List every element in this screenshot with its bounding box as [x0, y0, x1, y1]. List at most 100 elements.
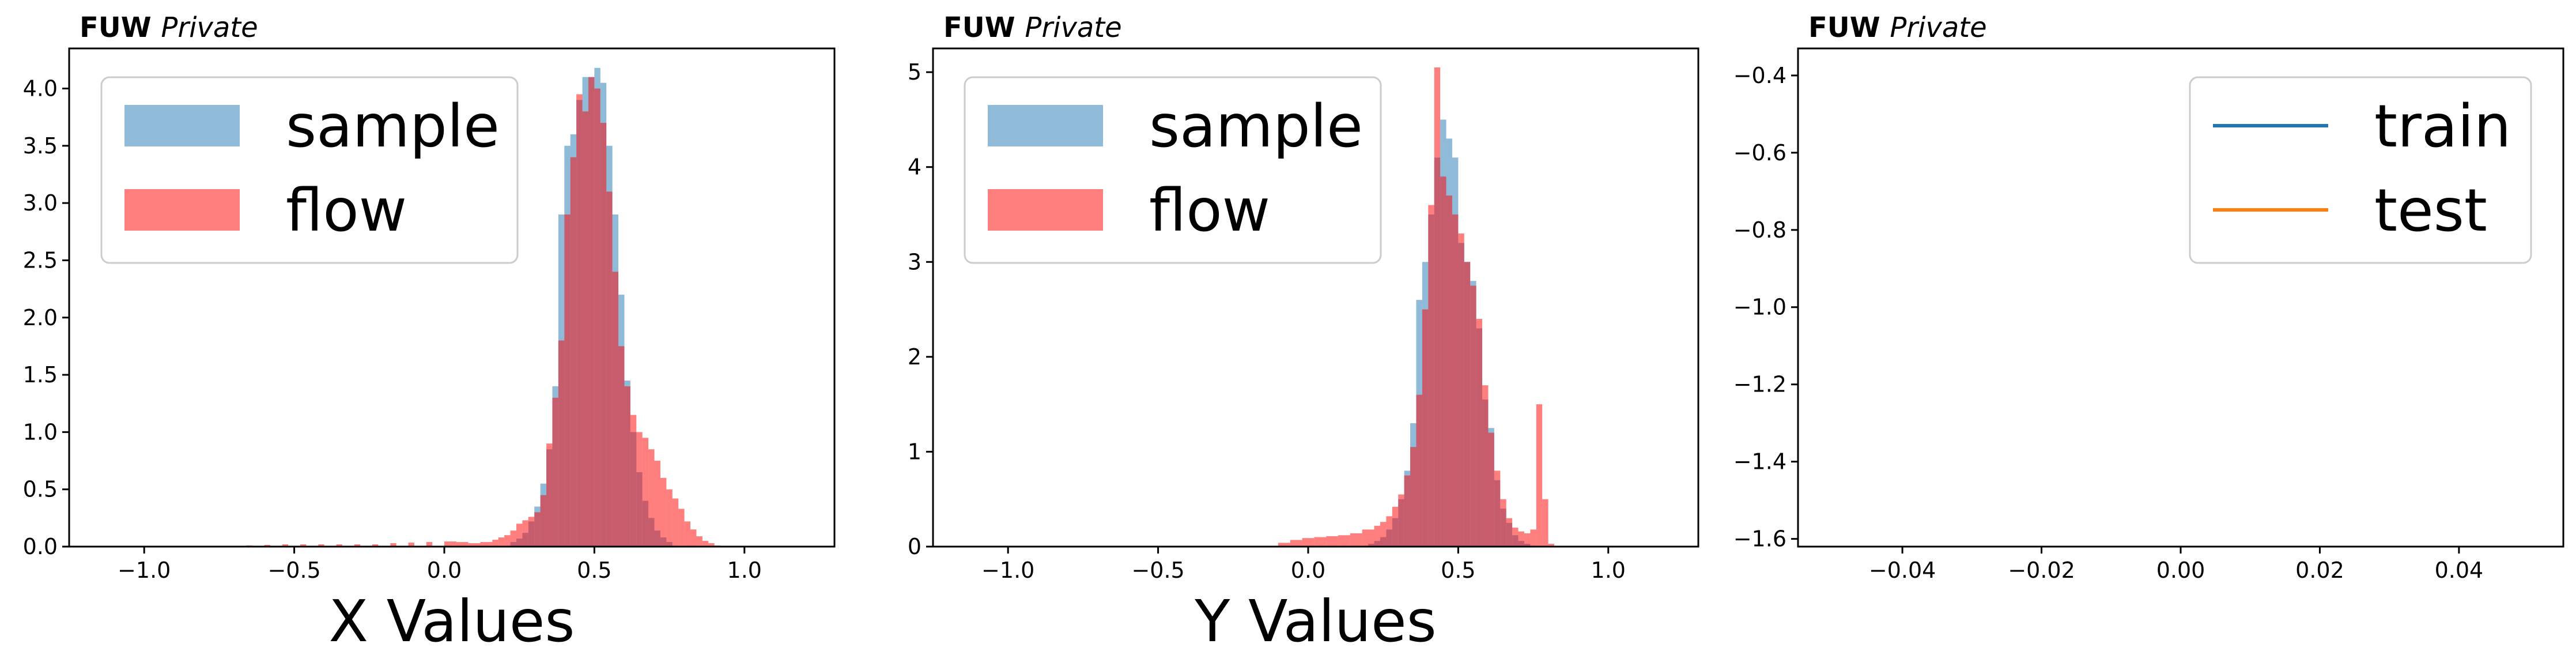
y-tick-label: 4	[908, 155, 921, 180]
histogram-bar	[684, 521, 691, 547]
histogram-bar	[1416, 394, 1422, 547]
histogram-bar	[1518, 531, 1524, 547]
histogram-bar	[1278, 543, 1290, 547]
x-tick-label: 0.5	[1441, 558, 1475, 583]
y-tick-label: 3.0	[23, 190, 58, 216]
histogram-bar	[1464, 262, 1471, 547]
histogram-bar	[696, 536, 702, 547]
legend: train test	[2189, 76, 2532, 264]
x-tick-label: −0.5	[267, 558, 320, 583]
histogram-bar	[1446, 195, 1452, 547]
histogram-bar	[336, 544, 342, 547]
y-tick-label: 1	[908, 439, 921, 464]
series-flow	[1278, 67, 1555, 547]
y-tick-label: 3	[908, 249, 921, 274]
panel-tag-bold: FUW	[943, 12, 1025, 44]
histogram-bar	[1338, 535, 1350, 547]
x-axis-label: X Values	[328, 588, 575, 655]
histogram-bar	[702, 541, 709, 547]
legend-label-train: train	[2374, 92, 2511, 161]
legend-frame	[2189, 76, 2532, 264]
plot-area	[246, 67, 721, 547]
panel-tag: FUW Private	[943, 12, 1122, 44]
histogram-bar	[1542, 499, 1548, 547]
axes-frame	[932, 47, 1699, 548]
histogram-bar	[498, 537, 505, 547]
x-tick-label: 0.04	[2435, 558, 2484, 583]
histogram-bar	[516, 524, 523, 547]
histogram-bar	[576, 94, 583, 547]
histogram-bar	[456, 542, 469, 547]
histogram-bar	[654, 461, 660, 547]
histogram-bar	[426, 542, 433, 547]
x-axis-label: Y Values	[1194, 588, 1437, 655]
histogram-bar	[504, 535, 511, 547]
histogram-bar	[1500, 499, 1506, 547]
series-flow	[246, 77, 721, 547]
histogram-bar	[618, 346, 625, 547]
y-tick-label: 2	[908, 344, 921, 370]
y-tick-label: 4.0	[23, 76, 58, 101]
panel-tag: FUW Private	[80, 12, 258, 44]
x-tick-label: −1.0	[981, 558, 1034, 583]
legend-swatch-sample	[124, 105, 240, 146]
legend-swatch-sample	[988, 105, 1103, 146]
histogram-bar	[468, 543, 481, 547]
histogram-bar	[636, 432, 643, 547]
histogram-bar	[282, 544, 289, 547]
histogram-bar	[708, 543, 715, 547]
histogram-bar	[1386, 516, 1392, 547]
histogram-bar	[1524, 533, 1531, 547]
y-tick-label: 0.0	[23, 534, 58, 559]
y-tick-label: 3.5	[23, 133, 58, 159]
y-tick-label: 2.0	[23, 305, 58, 330]
histogram-bar	[1548, 544, 1555, 547]
x-tick-label: −0.04	[1869, 558, 1936, 583]
x-tick-label: −0.02	[2008, 558, 2075, 583]
histogram-bar	[408, 543, 414, 547]
histogram-bar	[642, 438, 649, 547]
histogram-bar	[390, 543, 396, 547]
histogram-bar	[1530, 529, 1536, 547]
histogram-bar	[1434, 67, 1441, 547]
x-values-histogram-panel: FUW Private −1.0 −0.5 0.0 0.5 1.0 0.0 0.5 1.0 1.5…	[23, 12, 836, 655]
y-tick-label: −1.4	[1733, 449, 1786, 475]
x-tick-label: 0.02	[2295, 558, 2344, 583]
histogram-bar	[1458, 233, 1464, 547]
x-tick-label: −1.0	[118, 558, 171, 583]
histogram-bar	[1392, 506, 1399, 547]
histogram-bar	[1326, 536, 1339, 547]
histogram-bar	[522, 520, 528, 547]
legend-label-flow: flow	[286, 176, 407, 245]
histogram-bar	[672, 498, 679, 547]
histogram-bar	[492, 540, 498, 547]
histogram-bar	[354, 544, 361, 547]
y-tick-label: −0.4	[1733, 63, 1786, 88]
histogram-bar	[666, 489, 673, 547]
histogram-bar	[1482, 385, 1489, 547]
legend-label-sample: sample	[1149, 92, 1363, 161]
panel-tag-bold: FUW	[80, 12, 161, 44]
histogram-bar	[1314, 537, 1327, 547]
histogram-bar	[678, 509, 685, 547]
y-tick-label: −0.6	[1733, 140, 1786, 165]
axes-frame	[68, 47, 836, 548]
histogram-bar	[1290, 540, 1302, 547]
panel-tag-italic: Private	[1025, 12, 1121, 44]
histogram-bar	[528, 517, 535, 547]
panel-tag-bold: FUW	[1808, 12, 1890, 44]
histogram-bar	[1476, 319, 1483, 547]
legend-label-sample: sample	[286, 92, 500, 161]
histogram-bar	[612, 272, 619, 547]
histogram-bar	[1440, 176, 1446, 547]
y-tick-label: −1.6	[1733, 526, 1786, 552]
histogram-bar	[690, 529, 697, 547]
histogram-bar	[558, 340, 565, 547]
x-tick-label: 1.0	[1591, 558, 1626, 583]
histogram-bar	[510, 530, 516, 547]
y-tick-label: 1.0	[23, 419, 58, 445]
histogram-bar	[300, 544, 307, 547]
histogram-bar	[660, 477, 667, 547]
histogram-bar	[546, 443, 553, 547]
histogram-bar	[594, 88, 600, 547]
